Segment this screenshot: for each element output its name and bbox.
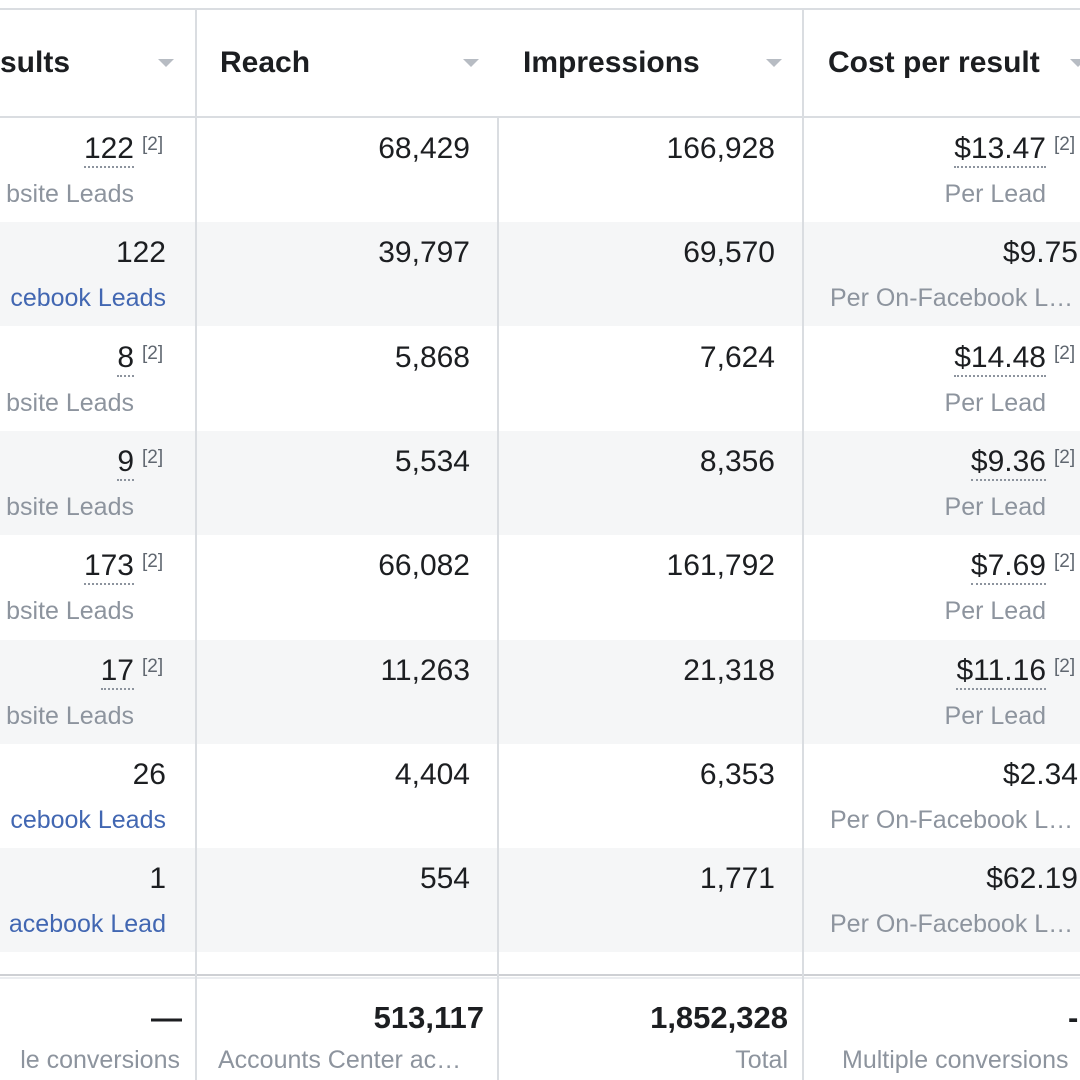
results-type-label: bsite Leads xyxy=(6,180,134,208)
results-value[interactable]: 173 xyxy=(83,549,134,585)
results-value: 26 xyxy=(132,758,166,791)
chevron-down-icon[interactable] xyxy=(1070,59,1080,67)
total-cost-value: - xyxy=(1068,1000,1079,1035)
table-row[interactable]: 1 acebook Lead 554 1,771 $62.19 Per On-Facebo… xyxy=(0,848,1080,952)
cost-per-result-label: Per Lead xyxy=(944,389,1046,417)
footnote-marker: [2] xyxy=(1054,656,1076,677)
total-cost-label: Multiple conversions xyxy=(842,1046,1069,1074)
impressions-value: 7,624 xyxy=(699,341,775,374)
results-type-label[interactable]: cebook Leads xyxy=(10,284,166,312)
cost-per-result-label: Per On-Facebook L… xyxy=(830,284,1074,312)
column-header-cost-per-result[interactable]: Cost per result xyxy=(828,10,1080,116)
cost-per-result-value[interactable]: $7.69 xyxy=(970,549,1046,585)
reach-value: 39,797 xyxy=(378,236,470,269)
reach-value: 11,263 xyxy=(380,654,470,687)
column-header-label: Cost per result xyxy=(828,46,1040,79)
footnote-marker: [2] xyxy=(1054,134,1076,155)
total-results-label: le conversions xyxy=(20,1046,180,1074)
divider xyxy=(0,8,1080,10)
divider xyxy=(0,977,1080,979)
impressions-value: 6,353 xyxy=(699,758,775,791)
cost-per-result-value[interactable]: $11.16 xyxy=(956,654,1046,690)
results-value: 122 xyxy=(115,236,166,269)
column-header-label: Reach xyxy=(220,46,311,79)
results-value[interactable]: 17 xyxy=(100,654,134,690)
total-impressions-value: 1,852,328 xyxy=(650,1000,788,1035)
table-row[interactable]: 8 [2] bsite Leads 5,868 7,624 $14.48 [2] Per Le… xyxy=(0,327,1080,431)
table-row[interactable]: 17 [2] bsite Leads 11,263 21,318 $11.16 [2] Per… xyxy=(0,640,1080,744)
impressions-value: 161,792 xyxy=(666,549,775,582)
cost-per-result-label: Per Lead xyxy=(944,493,1046,521)
divider xyxy=(802,8,804,1080)
footnote-marker: [2] xyxy=(142,551,164,572)
table-row[interactable]: 26 cebook Leads 4,404 6,353 $2.34 Per On-Face… xyxy=(0,744,1080,848)
total-results-value: — xyxy=(151,1000,182,1035)
table-row[interactable]: 173 [2] bsite Leads 66,082 161,792 $7.69 [2] Pe… xyxy=(0,535,1080,639)
results-type-label[interactable]: acebook Lead xyxy=(8,910,166,938)
footnote-marker: [2] xyxy=(142,656,164,677)
results-type-label[interactable]: cebook Leads xyxy=(10,806,166,834)
cost-per-result-label: Per Lead xyxy=(944,702,1046,730)
cost-per-result-value: $62.19 xyxy=(986,862,1078,895)
footnote-marker: [2] xyxy=(1054,343,1076,364)
impressions-value: 21,318 xyxy=(683,654,775,687)
cost-per-result-value[interactable]: $9.36 xyxy=(970,445,1046,481)
divider xyxy=(195,8,197,1080)
reach-value: 5,868 xyxy=(394,341,470,374)
reach-value: 4,404 xyxy=(394,758,470,791)
total-reach-value: 513,117 xyxy=(373,1000,484,1035)
results-type-label: bsite Leads xyxy=(6,597,134,625)
column-header-label: Impressions xyxy=(523,46,700,79)
footnote-marker: [2] xyxy=(1054,551,1076,572)
cost-per-result-label: Per Lead xyxy=(944,597,1046,625)
chevron-down-icon[interactable] xyxy=(766,59,782,67)
cost-per-result-label: Per Lead xyxy=(944,180,1046,208)
cost-per-result-value[interactable]: $14.48 xyxy=(954,341,1046,377)
divider xyxy=(497,116,499,1080)
column-header-label: sults xyxy=(0,46,71,79)
reach-value: 554 xyxy=(419,862,470,895)
footnote-marker: [2] xyxy=(1054,447,1076,468)
column-header-results[interactable]: sults xyxy=(0,10,196,116)
results-type-label: bsite Leads xyxy=(6,389,134,417)
column-header-reach[interactable]: Reach xyxy=(220,10,490,116)
chevron-down-icon[interactable] xyxy=(463,59,479,67)
footnote-marker: [2] xyxy=(142,343,164,364)
cost-per-result-value: $9.75 xyxy=(1002,236,1078,269)
reach-value: 66,082 xyxy=(378,549,470,582)
cost-per-result-label: Per On-Facebook L… xyxy=(830,910,1074,938)
results-type-label: bsite Leads xyxy=(6,493,134,521)
impressions-value: 1,771 xyxy=(699,862,775,895)
table-row[interactable]: 122 [2] bsite Leads 68,429 166,928 $13.47 [2] P… xyxy=(0,118,1080,222)
results-value[interactable]: 8 xyxy=(117,341,134,377)
column-header-impressions[interactable]: Impressions xyxy=(523,10,793,116)
cost-per-result-value: $2.34 xyxy=(1002,758,1078,791)
chevron-down-icon[interactable] xyxy=(158,59,174,67)
table-row[interactable]: 122 cebook Leads 39,797 69,570 $9.75 Per On-F… xyxy=(0,222,1080,326)
cost-per-result-value[interactable]: $13.47 xyxy=(954,132,1046,168)
footnote-marker: [2] xyxy=(142,134,164,155)
results-value[interactable]: 9 xyxy=(117,445,134,481)
results-type-label: bsite Leads xyxy=(6,702,134,730)
divider xyxy=(0,974,1080,976)
total-reach-label[interactable]: Accounts Center ac… xyxy=(218,1046,462,1074)
total-impressions-label: Total xyxy=(735,1046,788,1074)
reach-value: 5,534 xyxy=(394,445,470,478)
results-value[interactable]: 122 xyxy=(83,132,134,168)
table-row[interactable]: 9 [2] bsite Leads 5,534 8,356 $9.36 [2] Per Lea… xyxy=(0,431,1080,535)
impressions-value: 8,356 xyxy=(699,445,775,478)
impressions-value: 69,570 xyxy=(683,236,775,269)
divider xyxy=(0,116,1080,118)
impressions-value: 166,928 xyxy=(666,132,775,165)
footnote-marker: [2] xyxy=(142,447,164,468)
cost-per-result-label: Per On-Facebook L… xyxy=(830,806,1074,834)
results-value: 1 xyxy=(149,862,166,895)
reach-value: 68,429 xyxy=(378,132,470,165)
